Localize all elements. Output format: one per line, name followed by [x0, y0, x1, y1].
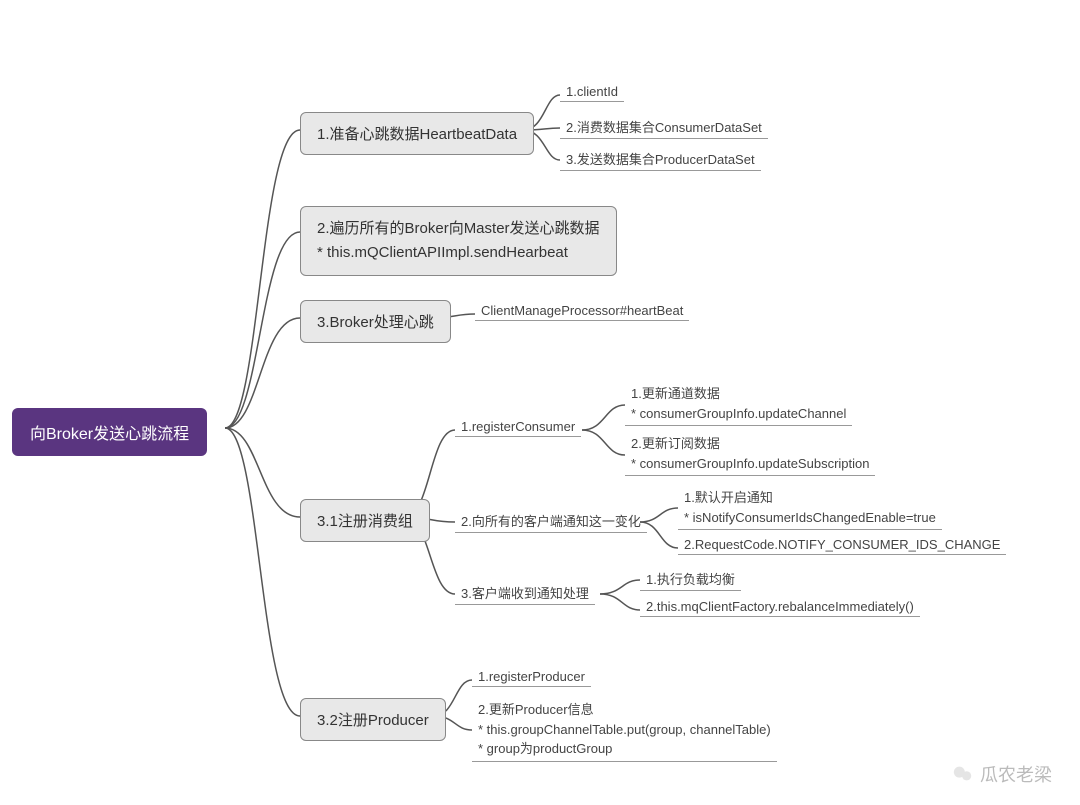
- leaf-update-subscription: 2.更新订阅数据 * consumerGroupInfo.updateSubsc…: [625, 432, 875, 476]
- leaf-clientid: 1.clientId: [560, 82, 624, 102]
- node-register-producer: 3.2注册Producer: [300, 698, 446, 741]
- leaf-notify-enable: 1.默认开启通知 * isNotifyConsumerIdsChangedEna…: [678, 486, 942, 530]
- leaf-producer-dataset: 3.发送数据集合ProducerDataSet: [560, 147, 761, 171]
- leaf-client-receive-notify: 3.客户端收到通知处理: [455, 581, 595, 605]
- watermark-text: 瓜农老梁: [980, 761, 1052, 787]
- wechat-icon: [952, 763, 974, 785]
- node-register-consumer-group: 3.1注册消费组: [300, 499, 430, 542]
- leaf-register-consumer: 1.registerConsumer: [455, 417, 581, 437]
- leaf-notify-request-code: 2.RequestCode.NOTIFY_CONSUMER_IDS_CHANGE: [678, 535, 1006, 555]
- watermark: 瓜农老梁: [952, 761, 1052, 787]
- node-send-heartbeat: 2.遍历所有的Broker向Master发送心跳数据 * this.mQClie…: [300, 206, 617, 276]
- leaf-consumer-dataset: 2.消费数据集合ConsumerDataSet: [560, 115, 768, 139]
- leaf-rebalance-immediately: 2.this.mqClientFactory.rebalanceImmediat…: [640, 597, 920, 617]
- root-node: 向Broker发送心跳流程: [12, 408, 207, 456]
- node-heartbeat-data: 1.准备心跳数据HeartbeatData: [300, 112, 534, 155]
- leaf-update-producer-info: 2.更新Producer信息 * this.groupChannelTable.…: [472, 698, 777, 762]
- leaf-update-channel: 1.更新通道数据 * consumerGroupInfo.updateChann…: [625, 382, 852, 426]
- leaf-client-manage-processor: ClientManageProcessor#heartBeat: [475, 301, 689, 321]
- leaf-register-producer: 1.registerProducer: [472, 667, 591, 687]
- leaf-notify-clients: 2.向所有的客户端通知这一变化: [455, 509, 647, 533]
- leaf-rebalance: 1.执行负载均衡: [640, 567, 741, 591]
- node-broker-process: 3.Broker处理心跳: [300, 300, 451, 343]
